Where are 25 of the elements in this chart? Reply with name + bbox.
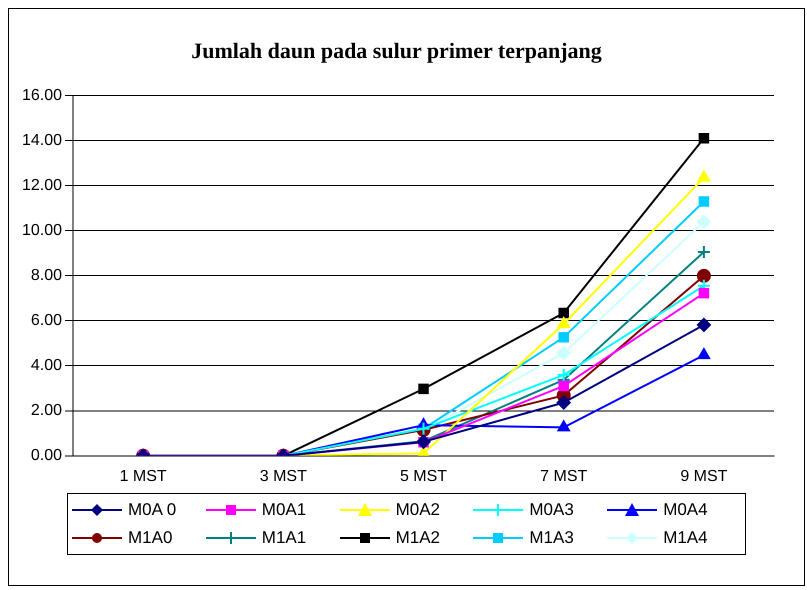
x-tick-label: 3 MST <box>260 468 308 485</box>
y-tick-label: 16.00 <box>22 86 62 104</box>
legend-label: M0A4 <box>663 500 708 520</box>
chart-title: Jumlah daun pada sulur primer terpanjang <box>191 38 602 63</box>
y-tick-label: 4.00 <box>30 357 62 374</box>
y-tick-label: 12.00 <box>22 176 62 194</box>
y-tick-label: 2.00 <box>30 402 62 420</box>
legend-label: M0A2 <box>396 500 440 520</box>
y-tick-label: 8.00 <box>30 267 62 284</box>
x-tick-label: 9 MST <box>680 468 728 485</box>
legend-label: M0A3 <box>529 500 574 520</box>
legend-label: M1A1 <box>262 528 306 548</box>
legend-label: M0A1 <box>262 500 306 520</box>
legend-label: M1A2 <box>396 528 440 548</box>
legend-label: M0A 0 <box>128 500 176 520</box>
x-tick-label: 1 MST <box>120 468 167 485</box>
y-tick-label: 14.00 <box>22 132 62 149</box>
y-tick-label: 10.00 <box>22 222 62 239</box>
y-tick-label: 6.00 <box>30 312 62 330</box>
y-tick-label: 0.00 <box>30 447 62 464</box>
legend-label: M1A0 <box>128 528 172 548</box>
legend-label: M1A3 <box>529 528 574 548</box>
legend-label: M1A4 <box>663 528 708 548</box>
x-tick-label: 5 MST <box>400 468 448 485</box>
x-tick-label: 7 MST <box>540 468 588 485</box>
